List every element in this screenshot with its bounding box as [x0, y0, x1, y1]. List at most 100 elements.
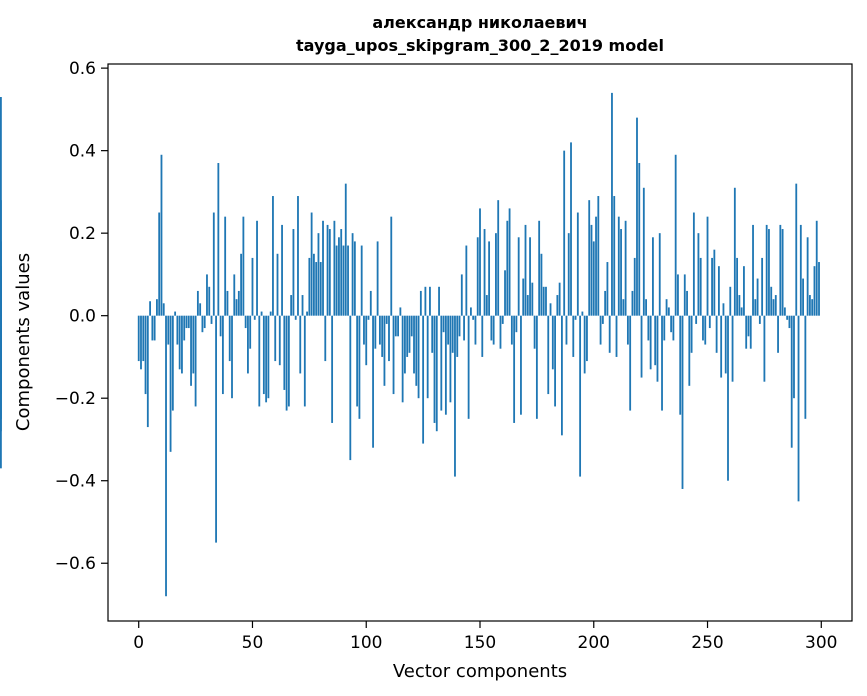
bar	[290, 295, 293, 316]
bar	[219, 315, 222, 337]
bar	[174, 311, 177, 316]
bar	[397, 315, 399, 337]
bar	[447, 315, 450, 345]
bar	[251, 257, 254, 316]
bar	[233, 274, 236, 316]
bar	[267, 315, 270, 399]
bar	[626, 315, 629, 345]
bar	[356, 315, 359, 407]
bar	[804, 315, 807, 419]
bar	[301, 295, 304, 316]
bar	[736, 257, 739, 316]
plot-frame	[107, 63, 853, 622]
bar	[351, 233, 354, 316]
bar	[353, 241, 356, 316]
bar	[708, 315, 711, 329]
bar	[692, 212, 695, 316]
bar	[338, 237, 340, 316]
bar	[151, 315, 154, 341]
bar	[401, 315, 404, 403]
bar	[192, 315, 195, 374]
x-tick-label: 250	[691, 633, 723, 653]
bar	[476, 237, 479, 316]
bar	[654, 315, 657, 366]
bar	[513, 315, 516, 423]
bar	[358, 315, 361, 419]
bar	[706, 216, 709, 316]
bar	[524, 224, 527, 316]
bar	[656, 315, 659, 382]
bar	[274, 315, 277, 362]
bar	[392, 315, 395, 395]
bar	[572, 315, 575, 357]
bar	[262, 315, 265, 395]
bar	[167, 315, 170, 345]
bar	[201, 315, 204, 333]
bar	[713, 249, 716, 316]
bar	[344, 183, 347, 316]
bar	[479, 208, 481, 316]
bar	[299, 315, 302, 374]
bar	[465, 245, 468, 316]
bar	[601, 315, 604, 324]
bar	[815, 220, 818, 316]
bar	[208, 286, 211, 316]
bar	[203, 315, 206, 329]
bar	[472, 315, 475, 320]
bar	[640, 315, 643, 378]
bar	[297, 196, 299, 316]
bar	[156, 299, 158, 316]
x-axis-ticks: 0 50 100 150 200 250 300	[133, 621, 838, 653]
bar	[378, 315, 381, 345]
bar	[781, 229, 784, 316]
bar	[294, 315, 297, 320]
bar	[149, 301, 151, 316]
bar	[738, 295, 741, 316]
bar	[256, 220, 258, 316]
bar-series	[0, 92, 820, 597]
bar	[215, 315, 217, 543]
bar	[385, 315, 388, 324]
bar	[265, 315, 268, 403]
bar	[531, 282, 534, 316]
bar	[797, 315, 800, 502]
bar	[761, 257, 764, 316]
bar	[328, 229, 331, 316]
bar	[633, 257, 636, 316]
bar	[449, 315, 452, 403]
bar	[190, 315, 192, 386]
bar	[561, 315, 563, 436]
bar	[137, 315, 140, 362]
bar	[717, 266, 720, 316]
chart-title-line-2: tayga_upos_skipgram_300_2_2019 model	[296, 36, 664, 55]
bar	[733, 187, 736, 316]
bar	[319, 262, 322, 316]
bar	[583, 315, 586, 374]
bar	[308, 257, 311, 316]
bar	[688, 315, 691, 386]
bar	[160, 154, 163, 316]
bar	[469, 307, 472, 316]
bar	[790, 315, 793, 448]
bar	[242, 216, 245, 316]
bar	[492, 315, 495, 345]
bar	[636, 117, 638, 316]
bar	[194, 315, 197, 407]
bar	[799, 224, 802, 316]
bar	[226, 290, 229, 316]
bar	[772, 299, 775, 316]
bar	[745, 315, 748, 349]
bar	[283, 315, 286, 390]
bar	[390, 216, 393, 316]
bar	[326, 224, 329, 316]
bar	[556, 295, 559, 316]
bar	[285, 315, 288, 411]
bar	[501, 315, 504, 324]
chart-title-line-1: александр николаевич	[372, 13, 587, 32]
bar	[535, 315, 538, 419]
bar	[424, 286, 427, 316]
x-tick-label: 0	[133, 633, 144, 653]
bar	[442, 315, 445, 333]
x-tick-label: 150	[464, 633, 496, 653]
